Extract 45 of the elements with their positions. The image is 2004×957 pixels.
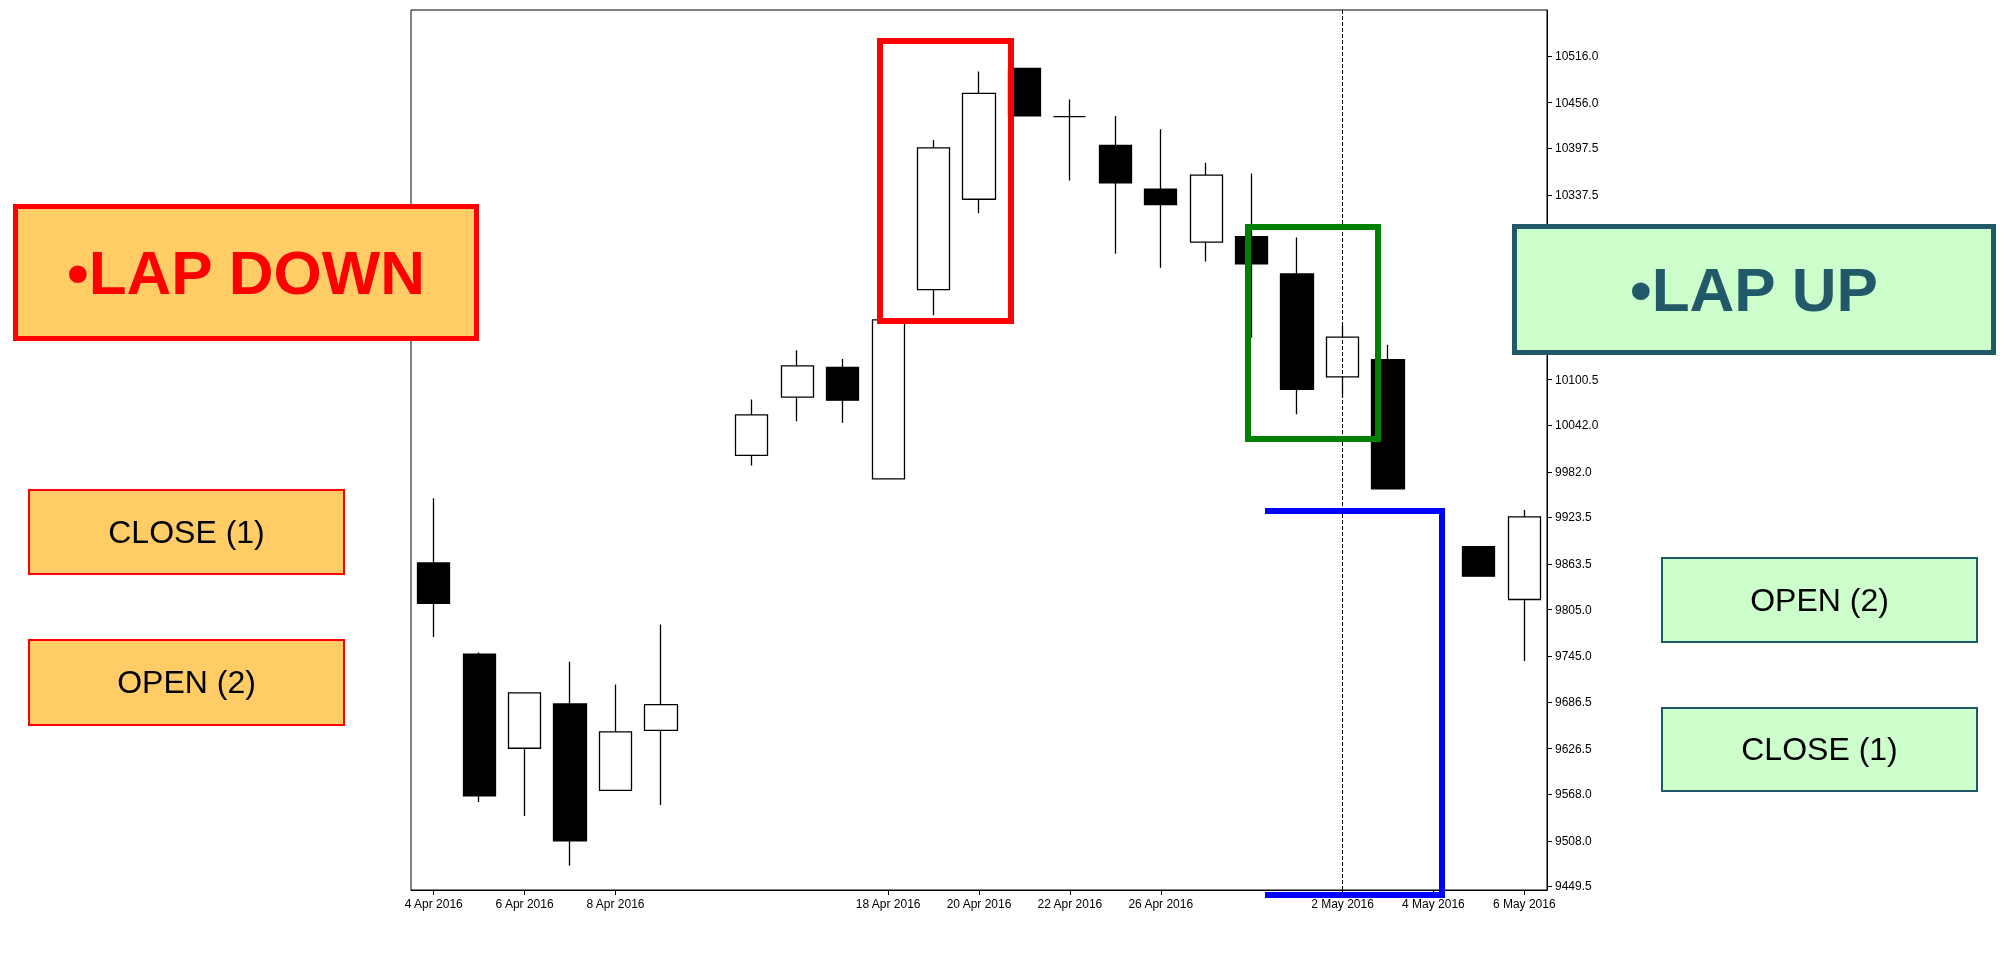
y-tick-label: 9745.0 [1555,649,1593,664]
y-tick-label: 10337.5 [1555,187,1599,202]
candlestick [734,398,769,467]
candlestick [961,70,997,214]
y-tick-label: 9863.5 [1555,557,1593,572]
y-tick-label: 9568.0 [1555,787,1593,802]
candlestick [462,651,497,803]
x-tick-label: 2 May 2016 [1311,897,1375,911]
candlestick [916,139,951,316]
candlestick [1098,115,1133,255]
y-tick-label: 9982.0 [1555,464,1593,479]
candlestick [1052,98,1087,182]
candlestick [825,358,860,424]
y-tick-label: 9686.5 [1555,694,1593,709]
candlestick [1507,509,1542,662]
x-tick-label: 6 Apr 2016 [495,897,554,911]
y-tick-label: 9923.5 [1555,510,1593,525]
y-tick-label: 10456.0 [1555,95,1599,110]
x-tick-label: 26 Apr 2016 [1128,897,1194,911]
candlestick [871,319,906,480]
y-tick-label: 9805.0 [1555,602,1593,617]
candlestick [780,349,815,422]
x-tick-label: 4 May 2016 [1402,897,1466,911]
x-tick-label: 22 Apr 2016 [1037,897,1103,911]
candlestick [416,497,451,638]
y-tick-label: 10042.0 [1555,418,1599,433]
candlestick [598,683,633,791]
x-tick-label: 20 Apr 2016 [946,897,1012,911]
x-tick-label: 6 May 2016 [1492,897,1556,911]
candlestick [1279,236,1315,415]
x-tick-label: 8 Apr 2016 [586,897,645,911]
candlestick [1189,161,1224,263]
candlestick [507,692,542,817]
y-tick-label: 10100.5 [1555,372,1599,387]
candlestick [1143,128,1178,269]
y-tick-label: 10397.5 [1555,141,1599,156]
candlestick [1461,545,1496,577]
candlestick [643,623,679,806]
candlestick [552,661,588,867]
y-tick-label: 10516.0 [1555,48,1599,63]
y-tick-label: 9508.0 [1555,833,1593,848]
x-tick-label: 18 Apr 2016 [855,897,921,911]
x-tick-label: 4 Apr 2016 [404,897,464,911]
y-tick-label: 9449.5 [1555,879,1593,894]
y-tick-label: 9626.5 [1555,741,1593,756]
